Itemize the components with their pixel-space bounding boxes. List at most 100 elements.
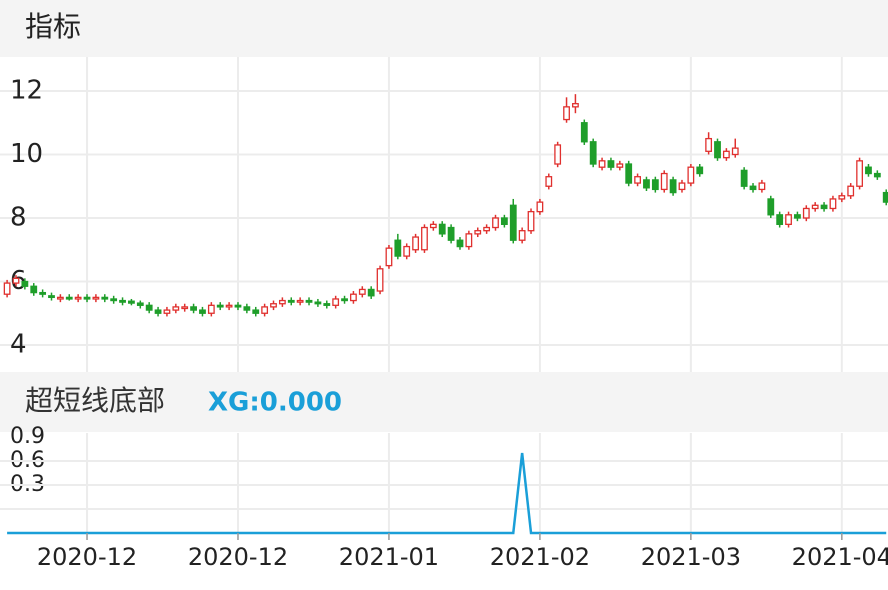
header-bar: [0, 372, 888, 432]
candle-body: [270, 303, 277, 308]
candle-body: [403, 245, 411, 257]
candle-body: [580, 122, 588, 143]
candle-body: [563, 106, 570, 121]
candle-body: [376, 268, 384, 292]
candle-body: [651, 179, 659, 191]
candle-body: [758, 182, 766, 191]
candle-body: [341, 298, 348, 302]
x-tick-label: 2021-03: [641, 543, 741, 571]
y-tick-label: 8: [10, 202, 27, 232]
candle-body: [287, 299, 295, 303]
candle-body: [838, 195, 846, 200]
candle-body: [438, 223, 446, 235]
candle-body: [554, 144, 562, 165]
candle-body: [65, 296, 73, 300]
candle-body: [465, 233, 473, 248]
y-tick-label: 12: [10, 75, 43, 105]
candle-body: [39, 291, 47, 295]
candle-body: [696, 166, 704, 175]
candle-body: [687, 166, 695, 184]
candle-body: [811, 204, 819, 210]
indicator-line: [7, 452, 887, 535]
candle-body: [749, 185, 757, 191]
candle-body: [110, 298, 118, 302]
x-tick-label: 2021-02: [490, 543, 590, 571]
candle-body: [598, 160, 606, 168]
candle-body: [802, 207, 810, 219]
x-tick-label: 2021-01: [339, 543, 439, 571]
x-tick-label: 2021-04: [792, 543, 888, 571]
candle-body: [616, 163, 624, 168]
candle-body: [412, 236, 419, 251]
candle-body: [172, 306, 180, 311]
y-tick-label: 0.9: [10, 424, 45, 449]
y-tick-label: 10: [10, 139, 43, 169]
candle-body: [882, 191, 888, 203]
candle-body: [536, 201, 544, 213]
candle-body: [332, 298, 340, 306]
candle-body: [394, 239, 402, 257]
panel-title: 指标: [25, 10, 81, 43]
candle-body: [216, 304, 224, 308]
candle-body: [145, 304, 153, 311]
candle-body: [856, 160, 863, 187]
candle-body: [350, 293, 357, 302]
candle-body: [128, 300, 135, 304]
candle-body: [234, 304, 242, 308]
candle-body: [660, 172, 668, 191]
candle-body: [731, 147, 739, 156]
candle-body: [252, 309, 260, 314]
candle-body: [305, 299, 313, 303]
candle-body: [767, 198, 775, 216]
candle-body: [385, 247, 393, 267]
header-bar: [0, 0, 888, 57]
candle-body: [278, 299, 286, 305]
candle-body: [722, 150, 730, 159]
candle-body: [714, 141, 721, 159]
candle-body: [483, 226, 491, 232]
candle-body: [261, 306, 269, 314]
candle-body: [243, 306, 251, 311]
candle-body: [101, 296, 109, 300]
candle-body: [367, 288, 375, 297]
candle-body: [865, 166, 872, 175]
candle-body: [873, 172, 881, 178]
candle-body: [421, 226, 428, 251]
candle-body: [634, 176, 641, 184]
candle-body: [296, 299, 304, 303]
candle-body: [669, 179, 677, 194]
candle-body: [456, 239, 464, 248]
candle-body: [527, 210, 535, 232]
candle-body: [518, 230, 526, 241]
candle-body: [474, 230, 482, 235]
candle-body: [136, 302, 144, 306]
x-tick-label: 2020-12: [37, 543, 137, 571]
candle-body: [119, 299, 126, 303]
candle-body: [154, 309, 162, 314]
candle-body: [181, 306, 189, 310]
candle-body: [829, 198, 837, 210]
candle-body: [30, 285, 38, 294]
candle-body: [314, 301, 322, 305]
candle-body: [207, 304, 215, 314]
candle-body: [225, 304, 233, 308]
candle-body: [785, 214, 792, 225]
candle-body: [447, 226, 455, 241]
y-tick-label: 4: [10, 330, 27, 360]
candle-body: [740, 169, 748, 187]
candle-body: [83, 296, 91, 300]
candle-body: [358, 288, 366, 295]
candle-body: [820, 204, 828, 210]
candle-body: [589, 141, 597, 165]
panel-title: 超短线底部: [25, 384, 165, 417]
candle-body: [74, 296, 82, 300]
candle-body: [56, 296, 64, 300]
candle-body: [545, 176, 553, 187]
candle-body: [509, 204, 517, 241]
candle-body: [643, 179, 650, 189]
candle-body: [3, 282, 11, 295]
candle-body: [794, 214, 801, 219]
candle-body: [163, 309, 171, 314]
candle-body: [500, 217, 508, 225]
